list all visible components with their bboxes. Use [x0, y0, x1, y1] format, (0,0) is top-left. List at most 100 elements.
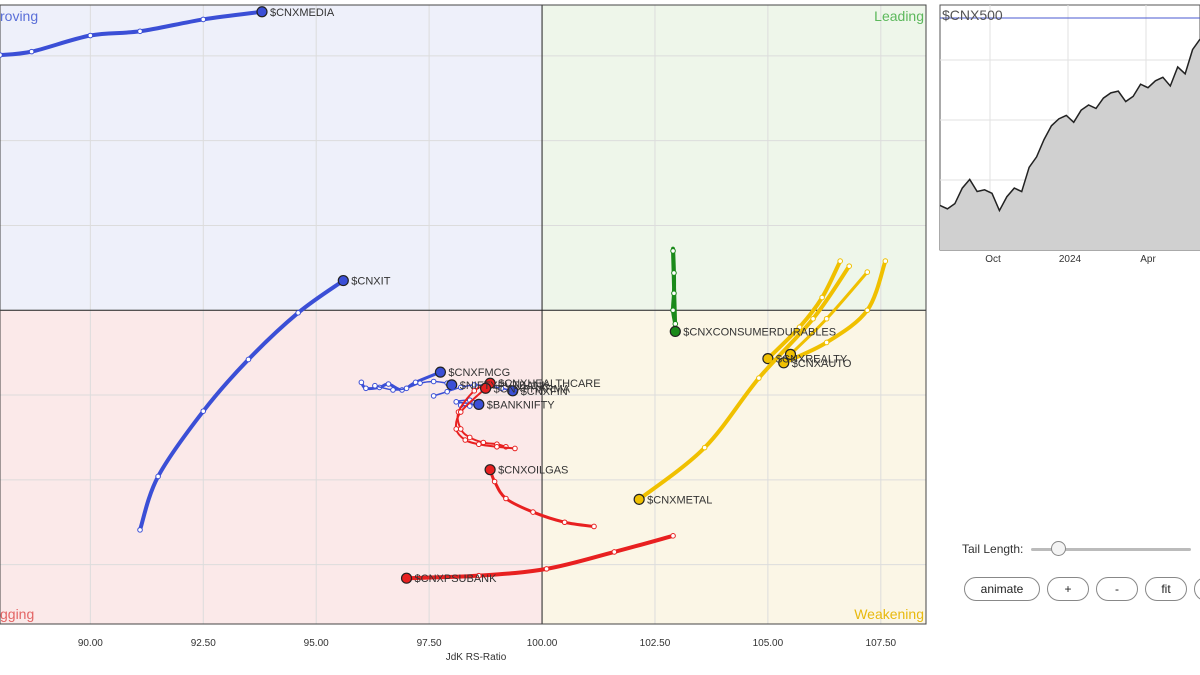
series-point	[453, 426, 460, 432]
series-point	[671, 290, 677, 297]
series-point	[430, 378, 437, 385]
quadrant-improving	[0, 5, 543, 311]
series-point	[672, 321, 679, 327]
slider-track	[1031, 548, 1192, 551]
series-tail[interactable]	[0, 6, 268, 58]
series-point	[701, 444, 708, 451]
series-point	[670, 533, 676, 539]
series-point	[471, 382, 478, 388]
series-point	[200, 16, 207, 23]
series-label: $CNXPSUBANK	[415, 573, 498, 585]
x-tick-label: 100.00	[527, 638, 558, 649]
series-label: $CNXFMCG	[448, 367, 510, 379]
mini-chart-x-ticks: Oct 2024 Apr	[985, 254, 1156, 265]
chart-grid	[0, 4, 927, 625]
series-head-point[interactable]	[784, 348, 797, 360]
series-point	[823, 339, 830, 346]
x-tick-label: 107.50	[866, 638, 897, 649]
series-head-point[interactable]	[434, 366, 447, 378]
x-tick-label: 105.00	[753, 638, 784, 649]
series-head-point[interactable]	[669, 325, 681, 338]
series-label: $CNXOILGAS	[498, 465, 568, 477]
series-point	[363, 385, 369, 392]
x-tick-label: 102.50	[640, 638, 671, 649]
series-point	[823, 315, 830, 322]
x-axis-ticks: 90.00 92.50 95.00 97.50 100.00 102.50 105.00 10…	[78, 638, 897, 649]
series-point	[245, 356, 252, 363]
series-head-point[interactable]	[256, 6, 268, 18]
series-point	[512, 445, 518, 452]
series-point	[819, 294, 825, 301]
zoom-out-button[interactable]: -	[1096, 577, 1138, 601]
zoom-in-button[interactable]: +	[1047, 577, 1089, 601]
mini-chart-area	[940, 39, 1200, 250]
series-point	[882, 258, 889, 264]
series-tail[interactable]	[762, 258, 843, 365]
quadrant-label-weakening: Weakening	[854, 606, 924, 622]
series-point	[591, 523, 597, 530]
series-point	[385, 381, 392, 387]
series-head-point[interactable]	[479, 382, 492, 394]
control-buttons: animate + - fit	[964, 577, 1200, 601]
series-point	[796, 324, 803, 331]
series-label: $NIFTYPVTBANK	[460, 380, 550, 392]
series-label: $CNXREALTY	[776, 354, 848, 366]
series-line	[781, 259, 888, 365]
series-tail[interactable]	[453, 382, 518, 452]
series-head-point[interactable]	[473, 398, 485, 410]
series-point	[810, 315, 816, 322]
series-point	[372, 382, 378, 389]
series-point	[457, 409, 464, 415]
quadrant-label-leading: Leading	[874, 8, 924, 24]
series-line	[637, 264, 852, 502]
series-tail[interactable]	[778, 258, 889, 369]
series-head-point[interactable]	[778, 357, 790, 369]
series-point	[476, 572, 482, 579]
series-head-point[interactable]	[400, 572, 413, 584]
series-point	[756, 375, 762, 381]
series-tail[interactable]	[137, 274, 349, 533]
mini-chart-title: $CNX500	[942, 7, 1003, 23]
series-head-point[interactable]	[762, 352, 774, 365]
series-label: $BANKNIFTY	[487, 399, 556, 411]
series-point	[155, 473, 161, 480]
series-point	[476, 441, 482, 448]
series-tail[interactable]	[669, 246, 681, 338]
series-point	[137, 28, 143, 35]
series-tail[interactable]	[784, 269, 871, 360]
series-point	[417, 380, 423, 386]
series-label: $CNXIT	[351, 276, 390, 288]
series-head-point[interactable]	[507, 385, 519, 397]
series-point	[494, 443, 500, 450]
series-tail[interactable]	[372, 378, 458, 393]
series-point	[28, 48, 35, 55]
tail-length-slider[interactable]	[1031, 541, 1192, 556]
series-point	[200, 408, 207, 414]
series-head-point[interactable]	[337, 274, 349, 287]
series-tail[interactable]	[400, 533, 676, 584]
x-axis-label: JdK RS-Ratio	[446, 652, 507, 663]
more-button[interactable]	[1194, 577, 1200, 601]
series-point	[137, 527, 143, 533]
fit-button[interactable]: fit	[1145, 577, 1187, 601]
x-tick-label: 95.00	[304, 638, 329, 649]
series-point	[471, 388, 478, 394]
series-label: $CNXCONSUMERDURABLES	[683, 326, 836, 338]
series-head-point[interactable]	[633, 493, 645, 505]
x-tick-label: 97.50	[417, 638, 442, 649]
x-tick-label: 92.50	[191, 638, 216, 649]
mini-chart-line	[939, 38, 1200, 213]
series-tail[interactable]	[633, 263, 853, 505]
mini-x-tick-label: 2024	[1059, 254, 1082, 265]
slider-thumb[interactable]	[1050, 541, 1066, 556]
series-point	[671, 270, 677, 276]
series-label: $CNXMETAL	[647, 494, 712, 506]
series-point	[457, 384, 464, 391]
series-tail[interactable]	[484, 464, 597, 530]
animate-button[interactable]: animate	[964, 577, 1040, 601]
series-point	[403, 385, 410, 392]
series-head-point[interactable]	[484, 464, 496, 476]
control-panel: Tail Length: animate + - fit	[938, 530, 1200, 640]
quadrant-weakening	[542, 310, 926, 624]
quadrant-leading	[542, 5, 926, 311]
